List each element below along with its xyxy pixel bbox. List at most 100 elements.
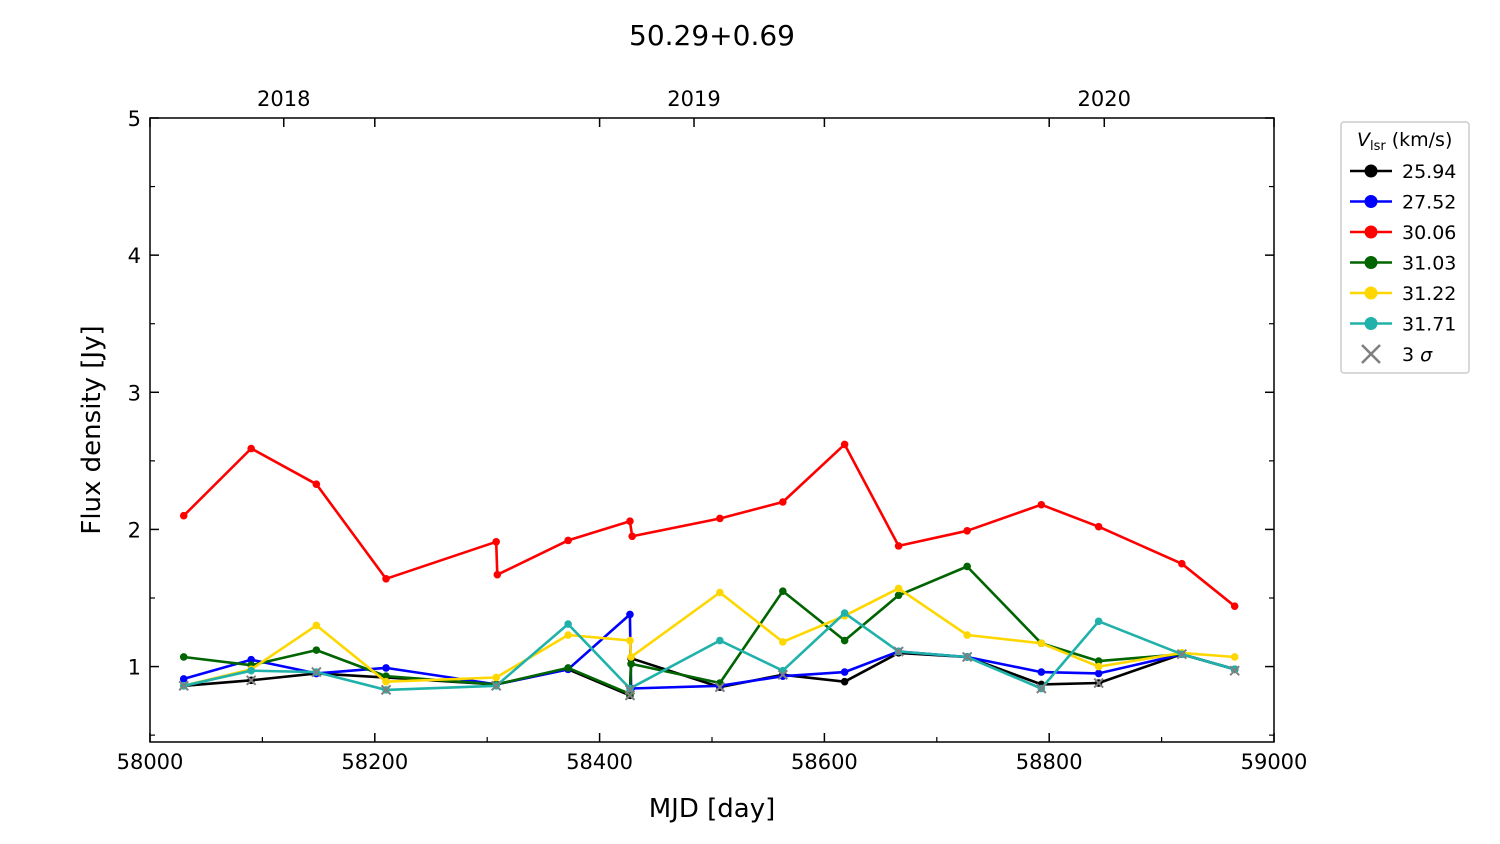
data-point-31.03 [382, 672, 390, 680]
data-point-31.22 [626, 636, 634, 645]
legend-title-unit: (km/s) [1392, 129, 1453, 151]
data-point-31.03 [894, 591, 903, 600]
data-point-30.06 [963, 527, 971, 535]
three-sigma-marker [1229, 665, 1240, 676]
three-sigma-marker [1176, 649, 1188, 660]
legend-box [1340, 121, 1470, 374]
three-sigma-marker [777, 669, 789, 681]
data-point-30.06 [493, 570, 502, 579]
data-point-31.03 [1094, 657, 1103, 665]
data-point-30.06 [628, 532, 636, 541]
three-sigma-marker [1093, 677, 1104, 689]
data-point-31.71 [716, 636, 724, 645]
three-sigma-marker [961, 651, 973, 663]
three-sigma-marker [178, 680, 189, 691]
data-point-30.06 [564, 536, 572, 545]
legend-label: 31.03 [1402, 253, 1456, 275]
year-tick-label: 2018 [257, 87, 310, 111]
legend-label: 31.22 [1402, 283, 1456, 305]
data-point-30.06 [179, 511, 188, 520]
data-point-27.52 [1037, 668, 1046, 676]
top-axis: 2018 2019 2020 [257, 87, 1131, 127]
y-axis: 1 2 3 4 5 [128, 107, 1274, 736]
y-axis-label: Flux density [Jy] [77, 325, 107, 534]
plot-lines [179, 440, 1239, 700]
y-tick-label: 5 [128, 107, 141, 131]
three-sigma-marker [893, 646, 904, 657]
legend-marker [1364, 195, 1378, 208]
legend-label: 27.52 [1402, 192, 1456, 214]
x-tick-label: 58600 [791, 750, 858, 774]
data-point-30.06 [779, 498, 787, 506]
legend-label-part: 3 [1402, 344, 1420, 366]
y-tick-label: 2 [128, 518, 141, 542]
data-point-31.22 [716, 588, 724, 597]
three-sigma-marker [245, 675, 257, 686]
data-point-27.52 [1094, 669, 1103, 678]
x-tick-label: 58400 [566, 750, 633, 774]
data-point-31.03 [963, 562, 971, 571]
legend-title: Vlsr (km/s) [1357, 129, 1452, 154]
legend-marker [1364, 317, 1378, 330]
x-tick-label: 58000 [117, 750, 184, 774]
data-point-31.22 [963, 631, 971, 639]
legend-marker [1364, 286, 1378, 300]
legend-items: 25.94 27.52 30.06 31.03 31.22 31.71 3 σ [1350, 161, 1456, 366]
data-point-30.06 [894, 542, 903, 550]
series-line-30.06 [182, 443, 1236, 608]
x-tick-label: 58800 [1016, 750, 1083, 774]
chart-title: 50.29+0.69 [629, 19, 795, 52]
x-tick-label: 59000 [1241, 750, 1308, 774]
data-point-25.94 [840, 677, 849, 686]
data-point-30.06 [840, 440, 849, 449]
data-point-31.71 [247, 666, 255, 675]
data-point-30.06 [626, 517, 634, 525]
legend: Vlsr (km/s) 25.94 27.52 30.06 31.03 31.22 31.7… [1340, 121, 1470, 374]
x-axis-label: MJD [day] [649, 794, 776, 824]
data-point-31.22 [1037, 639, 1046, 648]
legend-label: 3 σ [1402, 344, 1433, 366]
data-point-30.06 [492, 537, 500, 546]
three-sigma-markers [178, 646, 1240, 701]
data-point-27.52 [179, 675, 188, 683]
data-point-31.03 [564, 664, 572, 672]
three-sigma-marker [380, 684, 392, 696]
y-tick-label: 3 [128, 381, 141, 405]
data-point-27.52 [840, 668, 849, 676]
data-point-30.06 [1037, 500, 1046, 509]
x-tick-label: 58200 [341, 750, 408, 774]
data-point-31.03 [179, 653, 188, 661]
three-sigma-marker [714, 681, 726, 693]
data-point-31.03 [840, 636, 849, 645]
data-point-30.06 [312, 480, 321, 488]
three-sigma-marker [624, 684, 636, 696]
data-point-27.52 [382, 664, 390, 672]
data-point-27.52 [247, 655, 255, 664]
data-point-31.71 [564, 620, 572, 628]
three-sigma-marker [311, 666, 322, 678]
three-sigma-marker [490, 680, 502, 691]
data-point-31.03 [627, 660, 635, 668]
data-point-31.22 [1094, 662, 1103, 671]
legend-label: 25.94 [1402, 161, 1456, 183]
legend-title-subscript: lsr [1370, 139, 1386, 154]
data-point-31.22 [894, 584, 903, 593]
legend-marker [1364, 256, 1378, 269]
legend-marker-x [1361, 344, 1381, 364]
legend-label-sigma: σ [1420, 344, 1433, 366]
data-point-30.06 [1230, 602, 1239, 611]
series-line-31.71 [183, 611, 1236, 692]
year-tick-label: 2019 [667, 87, 720, 111]
data-point-30.06 [1178, 559, 1186, 568]
three-sigma-marker [1036, 683, 1047, 694]
data-point-31.22 [1230, 653, 1239, 661]
data-point-31.22 [492, 673, 500, 682]
data-point-31.03 [312, 646, 321, 654]
data-point-31.71 [840, 609, 849, 617]
data-point-27.52 [626, 610, 634, 619]
y-tick-label: 4 [128, 244, 141, 268]
data-point-31.22 [564, 631, 572, 639]
data-point-30.06 [716, 514, 724, 523]
data-point-31.03 [779, 587, 787, 595]
